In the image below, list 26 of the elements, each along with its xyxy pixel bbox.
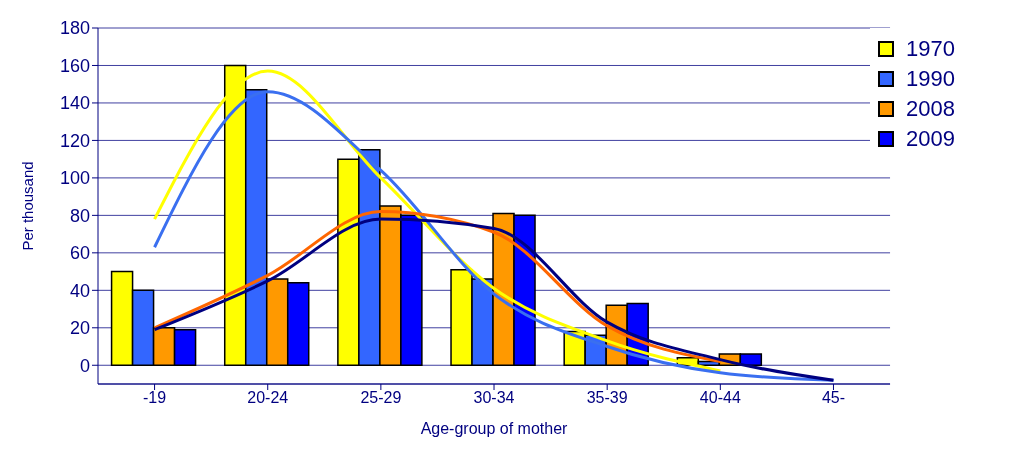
x-tick-label: 35-39 [586, 389, 628, 407]
x-tick-label: 40-44 [699, 389, 741, 407]
y-tick-label: 0 [79, 355, 90, 376]
x-tick-label: 20-24 [247, 389, 289, 407]
x-tick-label: 25-29 [360, 389, 402, 407]
y-axis-title: Per thousand [19, 161, 37, 251]
y-tick-label: 180 [59, 18, 90, 39]
y-tick-label: 100 [59, 168, 90, 189]
y-tick-label: 60 [69, 243, 90, 264]
x-axis-title: Age-group of mother [420, 420, 569, 437]
y-tick-label: 160 [59, 55, 90, 76]
x-tick-label: 30-34 [473, 389, 515, 407]
y-tick-label: 20 [69, 318, 90, 339]
line-series [153, 90, 835, 382]
legend-label: 2008 [906, 96, 955, 122]
legend-label: 2009 [906, 126, 955, 152]
x-tick-label: 45- [821, 389, 846, 407]
x-tick-label: -19 [143, 389, 167, 407]
legend-label: 1970 [906, 36, 955, 62]
line-series [153, 210, 722, 364]
y-tick-label: 40 [69, 280, 90, 301]
line-series [153, 69, 722, 373]
y-tick-label: 140 [59, 93, 90, 114]
y-tick-label: 120 [59, 130, 90, 151]
legend-label: 1990 [906, 66, 955, 92]
y-tick-label: 80 [69, 205, 90, 226]
